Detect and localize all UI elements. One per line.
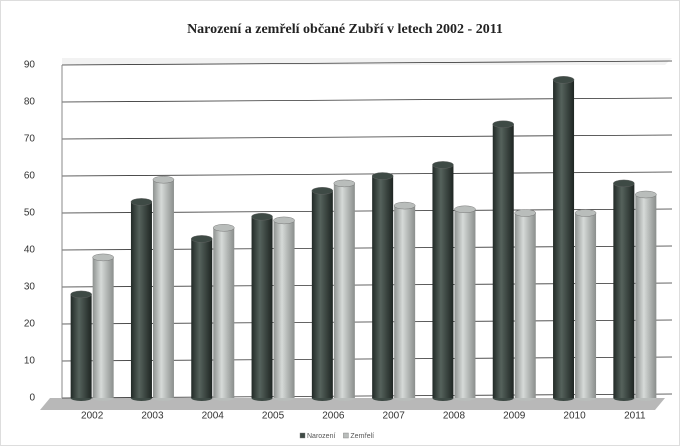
y-tick-label: 10 [24, 356, 36, 367]
y-tick-label: 50 [24, 208, 36, 219]
bar [454, 209, 476, 398]
bar [492, 124, 514, 398]
x-tick-label: 2005 [262, 411, 285, 422]
legend-swatch [343, 432, 349, 439]
bar-cap [311, 187, 334, 195]
legend-swatch [299, 432, 306, 439]
y-tick-label: 70 [24, 134, 36, 145]
bar [213, 227, 235, 398]
bar [553, 79, 575, 399]
bar-cap [152, 175, 175, 184]
x-tick-label: 2010 [563, 411, 586, 422]
bar-cap [613, 179, 635, 188]
y-tick-label: 20 [24, 319, 36, 330]
legend-label: Zemřelí [350, 433, 374, 440]
bar [613, 183, 635, 398]
y-tick-label: 60 [24, 171, 36, 182]
bar [635, 194, 657, 398]
bar-cap [574, 209, 597, 217]
bar [92, 257, 114, 398]
x-tick-label: 2007 [383, 411, 406, 422]
bar [70, 294, 92, 398]
floor [40, 398, 665, 410]
bar-cap [92, 253, 114, 262]
bar [575, 213, 597, 398]
bar-cap [514, 209, 536, 217]
legend-label: Narození [307, 433, 335, 440]
legend: Narození Zemřelí [299, 432, 374, 440]
bar-cap [492, 120, 514, 128]
bar [191, 238, 213, 398]
bar [372, 176, 394, 398]
y-tick-label: 0 [29, 393, 35, 404]
bar-cap [371, 172, 394, 180]
x-tick-label: 2009 [503, 411, 526, 422]
bar-cap [251, 212, 273, 221]
bar-cap [393, 201, 416, 210]
wall-top [62, 58, 672, 65]
x-tick-label: 2011 [624, 411, 646, 422]
y-tick-label: 90 [24, 60, 36, 71]
x-tick-label: 2003 [141, 411, 164, 422]
bar-cap [635, 190, 657, 199]
y-tick-label: 80 [24, 97, 36, 108]
bar [273, 220, 295, 398]
bar-cap [333, 179, 356, 188]
bar [311, 190, 333, 398]
bar-cap [191, 235, 213, 243]
bar [394, 205, 416, 398]
bar [333, 183, 355, 398]
y-tick-label: 30 [24, 282, 36, 293]
bar [251, 216, 273, 398]
bar-cap [130, 198, 153, 206]
y-tick-label: 40 [24, 245, 36, 256]
x-tick-label: 2006 [322, 411, 345, 422]
bar-cap [432, 161, 454, 169]
bar-cap [213, 224, 235, 232]
bar-cap [552, 76, 575, 84]
grid-line [61, 60, 673, 66]
bar-cap [273, 216, 295, 225]
bar-cap [70, 290, 92, 299]
x-tick-label: 2004 [202, 411, 225, 422]
bar [152, 179, 174, 398]
bar [130, 201, 152, 398]
chart-title: Narození a zemřelí občané Zubří v letech… [187, 22, 503, 37]
bar-cap [454, 205, 476, 214]
x-tick-label: 2002 [81, 411, 104, 422]
bar [514, 213, 536, 398]
x-tick-label: 2008 [443, 411, 466, 422]
bar [432, 164, 454, 398]
